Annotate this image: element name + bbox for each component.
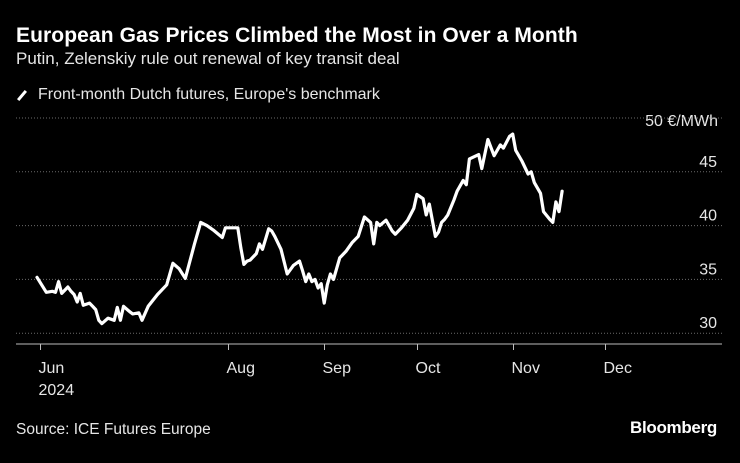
chart-legend: Front-month Dutch futures, Europe's benc… xyxy=(16,86,380,104)
y-tick-label-35: 35 xyxy=(699,261,717,278)
x-tick-label-sep: Sep xyxy=(323,360,352,377)
y-tick-label-30: 30 xyxy=(699,315,717,332)
y-axis-unit-label: 50 €/MWh xyxy=(645,113,718,130)
series-line-0 xyxy=(35,132,564,326)
x-tick-label-aug: Aug xyxy=(227,360,255,377)
chart-subtitle: Putin, Zelenskiy rule out renewal of key… xyxy=(16,49,400,68)
x-tick-label-dec: Dec xyxy=(604,360,632,377)
x-tick-label-nov: Nov xyxy=(512,360,540,377)
bloomberg-logo: Bloomberg xyxy=(629,418,717,437)
source-note: Source: ICE Futures Europe xyxy=(16,421,211,438)
legend-label: Front-month Dutch futures, Europe's benc… xyxy=(38,86,380,103)
x-tick-sublabel-year: 2024 xyxy=(39,382,75,399)
y-tick-label-40: 40 xyxy=(699,208,717,225)
chart-title: European Gas Prices Climbed the Most in … xyxy=(16,24,578,47)
y-tick-label-45: 45 xyxy=(699,154,717,171)
x-tick-label-oct: Oct xyxy=(416,360,441,377)
x-tick-label-jun: Jun xyxy=(39,360,65,377)
